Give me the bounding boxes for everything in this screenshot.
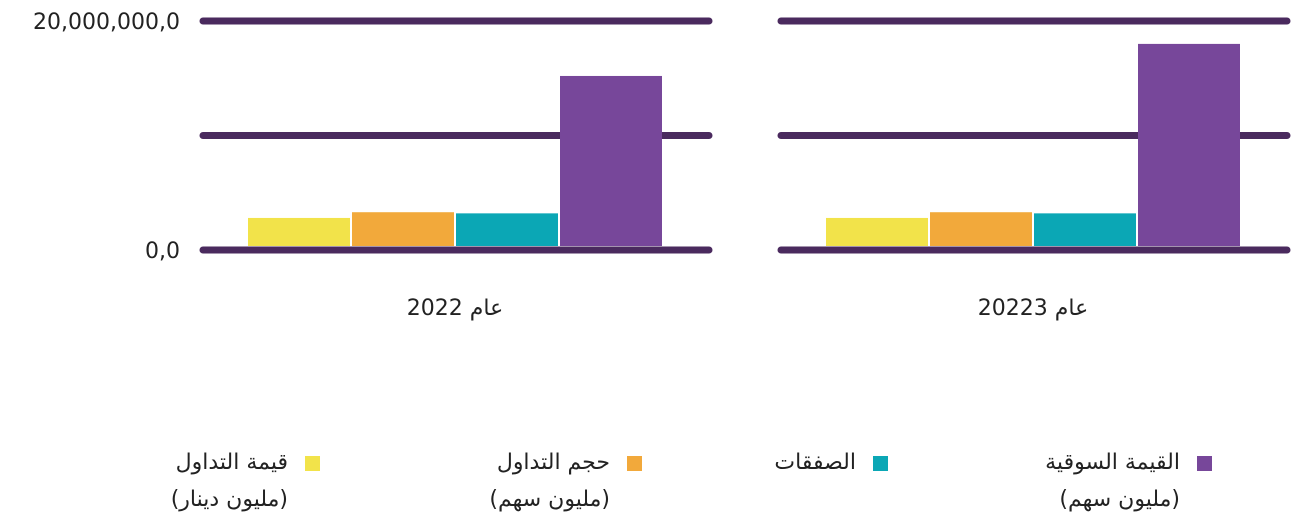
bar xyxy=(560,75,662,247)
legend-unit: (مليون سهم) xyxy=(489,487,610,512)
legend-label: قيمة التداول xyxy=(176,450,288,475)
legend-label: الصفقات xyxy=(774,450,856,475)
legend-unit: (مليون دينار) xyxy=(171,487,288,512)
bar xyxy=(930,212,1032,246)
bar xyxy=(1034,213,1136,246)
bar xyxy=(248,217,350,246)
y-tick-label: 0,0 xyxy=(145,239,180,264)
x-tick-label: عام 20223 xyxy=(978,296,1088,321)
legend-swatch xyxy=(305,456,320,471)
legend-label: حجم التداول xyxy=(497,450,610,475)
legend-swatch xyxy=(873,456,888,471)
legend-swatch xyxy=(1197,456,1212,471)
legend-label: القيمة السوقية xyxy=(1045,450,1180,475)
x-tick-label: عام 2022 xyxy=(407,296,503,321)
bar xyxy=(826,217,928,246)
y-tick-label: 20,000,000,0 xyxy=(33,10,180,35)
legend-unit: (مليون سهم) xyxy=(1059,487,1180,512)
bar xyxy=(456,213,558,246)
legend-swatch xyxy=(627,456,642,471)
bar xyxy=(352,212,454,246)
bar xyxy=(1138,43,1240,247)
